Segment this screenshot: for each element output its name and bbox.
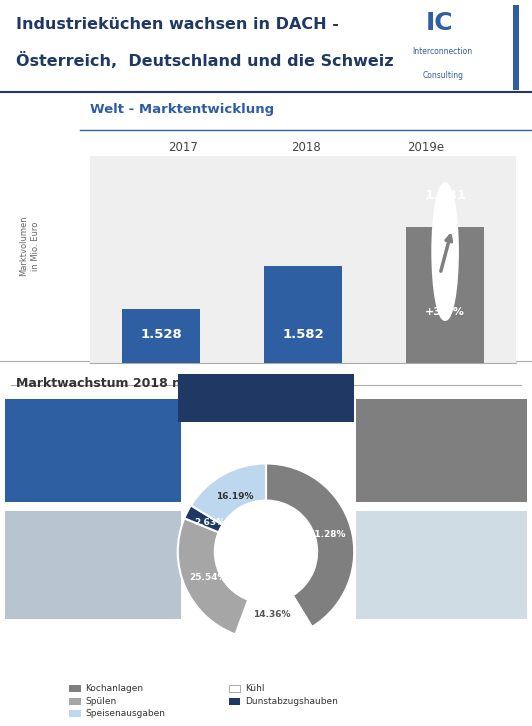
Wedge shape: [178, 518, 248, 635]
Text: Wachstum 2018-2022: Wachstum 2018-2022: [392, 438, 491, 446]
Bar: [69, 698, 81, 705]
Bar: [513, 4, 519, 89]
Bar: [5, 511, 181, 619]
Text: durchschnittlich jährliches: durchschnittlich jährliches: [34, 423, 153, 431]
Bar: [406, 227, 484, 726]
Text: 1.582: 1.582: [282, 327, 324, 340]
Text: 2017: 2017: [169, 142, 198, 155]
Text: 2018: 2018: [291, 142, 321, 155]
Text: 2.5%%: 2.5%%: [59, 595, 127, 613]
Text: Welt - Marktentwicklung: Welt - Marktentwicklung: [90, 102, 275, 115]
Text: Kochanlagen: Kochanlagen: [85, 684, 143, 693]
Text: Marktwachstum 2018 nach Produktgruppen: Marktwachstum 2018 nach Produktgruppen: [16, 377, 325, 390]
Circle shape: [433, 184, 457, 319]
Bar: [356, 511, 527, 619]
Wedge shape: [185, 505, 222, 532]
Text: Kühl: Kühl: [245, 684, 264, 693]
Text: Marktvolumen
in Mio. Euro: Marktvolumen in Mio. Euro: [19, 216, 40, 277]
Text: 2.7%: 2.7%: [66, 476, 120, 495]
Wedge shape: [235, 595, 312, 640]
Text: durchschnittlich jährliches: durchschnittlich jährliches: [206, 398, 326, 407]
Text: Spülen: Spülen: [414, 403, 469, 417]
Text: 1.528: 1.528: [140, 327, 182, 340]
Text: 25.54%: 25.54%: [189, 573, 227, 582]
Text: Dunstabzugshauben: Dunstabzugshauben: [245, 697, 338, 706]
Text: +3.0%: +3.0%: [425, 307, 465, 317]
Text: Industrieküchen wachsen in DACH -: Industrieküchen wachsen in DACH -: [16, 17, 339, 32]
Text: Spülen: Spülen: [85, 697, 117, 706]
Text: 16.19%: 16.19%: [217, 492, 254, 501]
Text: IC: IC: [426, 12, 453, 36]
Text: Kochanlagen: Kochanlagen: [43, 403, 144, 417]
Bar: [178, 374, 354, 422]
Bar: [356, 399, 527, 502]
Bar: [69, 710, 81, 717]
Text: 1.631: 1.631: [424, 189, 466, 203]
Text: Wachstum 2018-2022: Wachstum 2018-2022: [395, 600, 494, 608]
Text: Speisenausgaben/
Vitrinen/
Warmhaltegeräte: Speisenausgaben/ Vitrinen/ Warmhaltegerä…: [377, 515, 506, 560]
Bar: [5, 399, 181, 502]
Text: durchschnittlich jährliches: durchschnittlich jährliches: [382, 582, 501, 591]
Text: 2.4%: 2.4%: [414, 476, 469, 495]
Text: Österreich,  Deutschland und die Schweiz: Österreich, Deutschland und die Schweiz: [16, 52, 394, 69]
Text: durchschnittlich jährliches: durchschnittlich jährliches: [382, 423, 501, 431]
Text: Dunstabzugshauben: Dunstabzugshauben: [26, 515, 161, 528]
Text: 14.36%: 14.36%: [253, 611, 291, 619]
Text: 2.8%: 2.8%: [367, 593, 417, 611]
Text: 3.0%: 3.0%: [277, 402, 319, 417]
Text: Speisenausgaben: Speisenausgaben: [85, 709, 165, 718]
Bar: [122, 309, 201, 726]
Text: Wachstum 2018-2022: Wachstum 2018-2022: [184, 408, 285, 417]
Bar: [69, 685, 81, 692]
Wedge shape: [266, 463, 354, 627]
Text: Kühl: Kühl: [248, 378, 284, 392]
Bar: [229, 685, 240, 692]
Text: Interconnection: Interconnection: [412, 47, 472, 56]
Bar: [229, 698, 240, 705]
Text: 2.63%: 2.63%: [194, 518, 225, 527]
Text: durchschnittlich jährliches: durchschnittlich jährliches: [34, 534, 153, 544]
Bar: [264, 266, 342, 726]
Text: 41.28%: 41.28%: [309, 530, 346, 539]
Text: Wachstum 2018-2022: Wachstum 2018-2022: [44, 438, 143, 446]
Text: Consulting: Consulting: [423, 70, 464, 80]
Text: Wachstum 2018-2022: Wachstum 2018-2022: [44, 550, 143, 558]
Text: 2019e: 2019e: [407, 142, 444, 155]
Wedge shape: [191, 463, 266, 525]
